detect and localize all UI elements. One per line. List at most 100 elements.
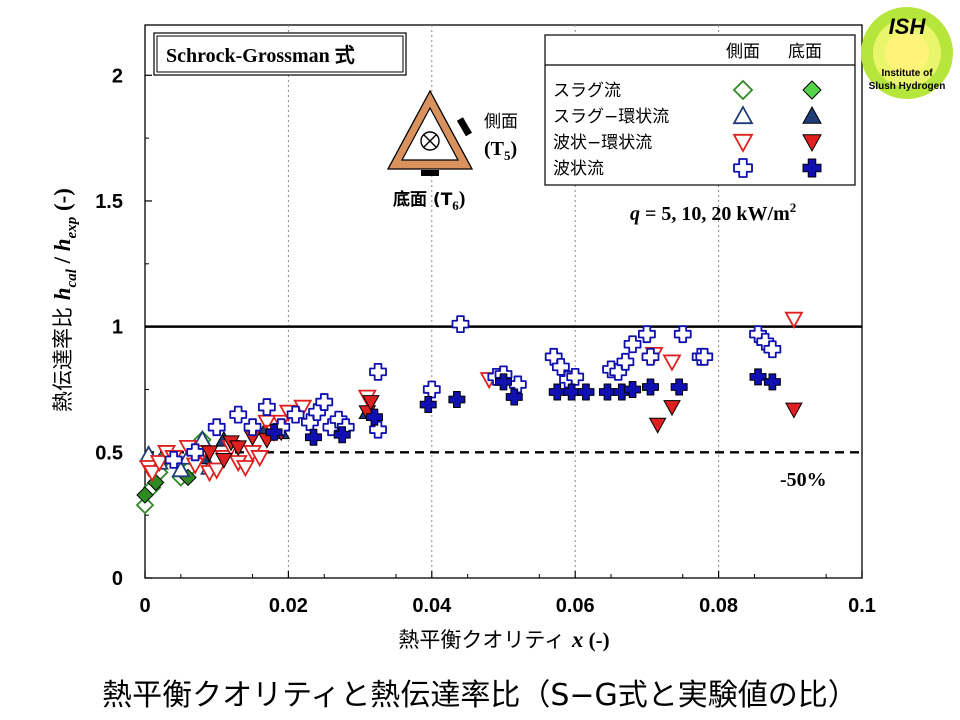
data-point: [135, 495, 155, 515]
data-point: [304, 428, 322, 446]
legend-entry-label: 波状−環状流: [553, 133, 652, 153]
data-point: [763, 373, 781, 391]
data-point: [235, 460, 255, 478]
data-point: [265, 423, 283, 441]
data-point: [616, 352, 635, 371]
y-axis: 0 0.5 1 1.5 2: [95, 65, 152, 590]
reference-lines: [145, 325, 862, 454]
data-point: [663, 400, 681, 417]
data-point: [250, 450, 270, 468]
side-sensor-mark: [456, 117, 472, 137]
data-point: [419, 396, 437, 414]
sensor-diagram: 側面 (T5) 底面 (T6): [386, 89, 518, 213]
data-point: [763, 340, 782, 359]
data-point: [229, 405, 248, 424]
data-point: [662, 354, 682, 372]
x-tick-label: 0.04: [412, 595, 452, 617]
x-tick-label: 0.08: [699, 595, 738, 617]
x-axis: 0 0.02 0.04 0.06 0.08 0.1: [139, 571, 876, 617]
data-point: [695, 347, 714, 366]
data-point: [207, 462, 227, 480]
data-point: [243, 418, 262, 437]
legend-entry-label: スラグ−環状流: [553, 107, 669, 127]
data-point: [638, 325, 656, 344]
data-point: [369, 362, 387, 381]
data-point: [286, 405, 305, 424]
legend-marker-side: [732, 133, 754, 153]
bottom-label: 底面 (T6): [393, 188, 465, 213]
data-point: [315, 393, 334, 411]
legend-marker-bottom: [802, 80, 822, 100]
slide-caption: 熱平衡クオリティと熱伝達率比（S−G式と実験値の比）: [102, 678, 858, 713]
data-point: [623, 335, 642, 354]
data-point: [257, 398, 276, 416]
data-point: [333, 426, 351, 444]
y-axis-label: 熱伝達率比 hcal / hexp (-): [50, 188, 80, 412]
legend-entry-label: 波状流: [553, 159, 604, 179]
legend-marker-side: [732, 105, 754, 125]
x-tick-label: 0.1: [848, 595, 876, 617]
data-point: [495, 373, 512, 391]
y-tick-label: 2: [112, 65, 123, 87]
data-point: [136, 486, 154, 504]
heat-flux-condition: q = 5, 10, 20 kW/m2: [630, 200, 796, 225]
data-point: [673, 325, 692, 344]
data-point: [142, 465, 162, 483]
data-point: [422, 380, 441, 399]
data-point: [577, 383, 595, 401]
data-point: [164, 450, 183, 469]
ish-logo: ISH Institute of Slush Hydrogen: [861, 7, 953, 99]
data-points: [135, 311, 804, 515]
data-point: [149, 455, 169, 473]
method-title: Schrock-Grossman 式: [166, 44, 355, 67]
data-point: [451, 315, 470, 334]
legend-col-bottom: 底面: [788, 42, 822, 62]
legend-marker-bottom: [802, 158, 822, 178]
data-point: [785, 402, 803, 419]
logo-name: ISH: [889, 14, 927, 39]
bottom-sensor-mark: [421, 170, 439, 176]
method-title-box: Schrock-Grossman 式: [153, 32, 407, 76]
data-point: [784, 311, 804, 329]
data-point: [566, 368, 585, 386]
y-tick-label: 1: [112, 317, 123, 339]
chart: 0 0.02 0.04 0.06 0.08 0.1 0 0.5 1 1.5 2 -50% Schr…: [50, 7, 953, 652]
data-point: [670, 378, 688, 396]
x-axis-label: 熱平衡クオリティ x (-): [398, 627, 609, 652]
legend-entry-label: スラグ流: [553, 81, 621, 101]
x-tick-label: 0.06: [556, 595, 595, 617]
grid-lines: [287, 25, 720, 578]
y-tick-label: 0.5: [95, 442, 123, 464]
data-point: [641, 378, 659, 396]
data-point: [365, 408, 383, 426]
legend-col-side: 側面: [726, 42, 760, 62]
data-point: [207, 418, 226, 437]
x-tick-label: 0: [139, 595, 150, 617]
logo-line2: Slush Hydrogen: [869, 81, 946, 92]
legend-marker-bottom: [802, 105, 822, 124]
data-point: [505, 388, 523, 406]
minus-50-label: -50%: [780, 469, 827, 491]
data-point: [749, 368, 767, 386]
data-point: [362, 395, 380, 412]
data-point: [171, 460, 191, 478]
side-label: 側面: [484, 112, 518, 132]
legend-marker-side: [732, 79, 754, 101]
data-point: [229, 440, 248, 457]
data-point: [369, 420, 387, 439]
data-point: [648, 417, 667, 434]
data-point: [548, 383, 566, 401]
data-point: [200, 445, 219, 462]
x-tick-label: 0.02: [269, 595, 308, 617]
flow-direction-icon: [420, 131, 440, 151]
data-point: [641, 347, 660, 366]
data-point: [448, 391, 466, 409]
data-point: [624, 380, 642, 398]
data-point: [563, 383, 581, 401]
legend-marker-side: [733, 158, 753, 178]
side-sensor-id: (T5): [484, 138, 517, 163]
data-point: [186, 443, 205, 462]
data-point: [215, 452, 233, 469]
data-point: [598, 383, 616, 401]
